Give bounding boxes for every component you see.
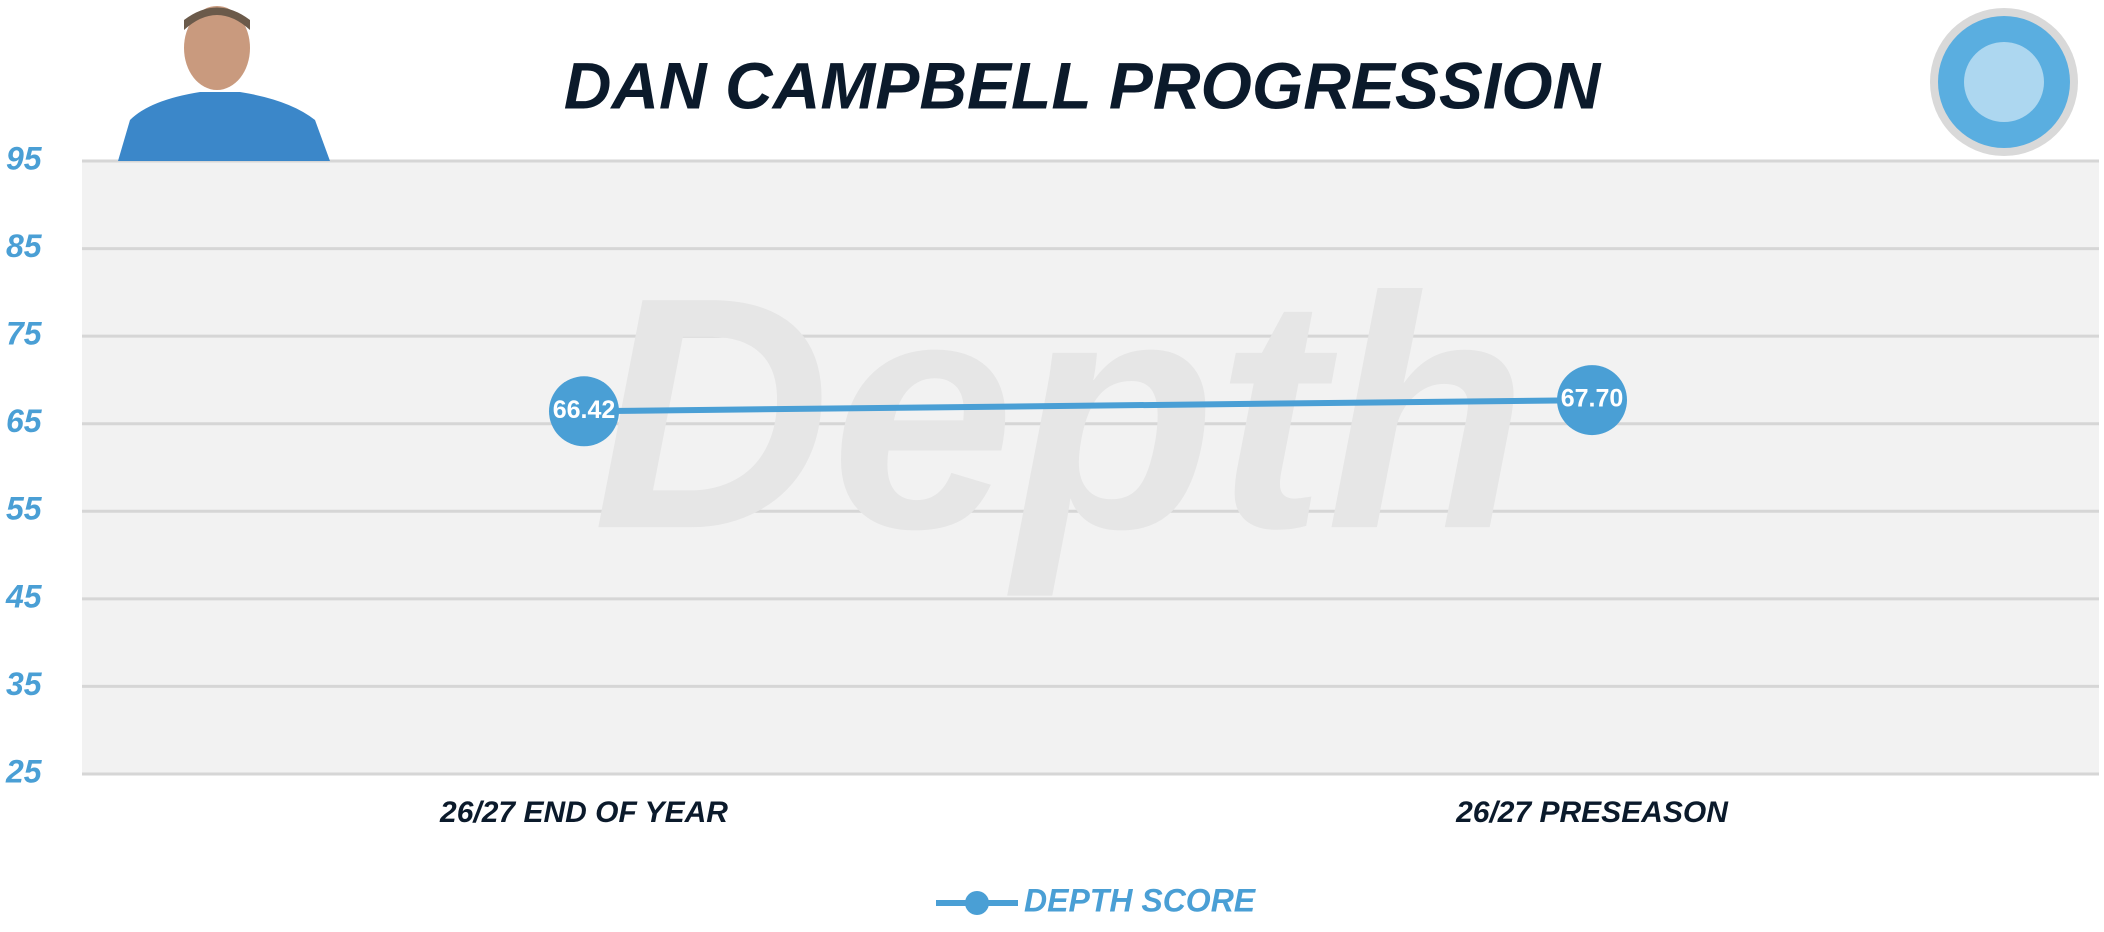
plot-area [82, 161, 2099, 774]
x-tick-label: 26/27 END OF YEAR [439, 796, 728, 829]
data-label: 67.70 [1561, 385, 1624, 413]
y-tick-label: 35 [6, 666, 43, 702]
x-tick-label: 26/27 PRESEASON [1455, 796, 1729, 829]
chart-title: DAN CAMPBELL PROGRESSION [564, 48, 1602, 122]
team-logo [1930, 8, 2078, 156]
data-point [549, 376, 619, 447]
legend-marker [965, 891, 989, 915]
y-tick-label: 75 [6, 316, 43, 352]
data-label: 66.42 [553, 396, 616, 424]
y-tick-label: 55 [6, 491, 43, 527]
y-tick-label: 95 [6, 140, 43, 176]
coach-photo [118, 6, 330, 161]
y-tick-label: 25 [5, 753, 43, 789]
legend-label: DEPTH SCORE [1024, 882, 1257, 918]
watermark: Depth [593, 228, 1528, 599]
y-tick-label: 85 [6, 228, 43, 264]
data-point [1557, 365, 1627, 436]
grid [82, 159, 2099, 776]
y-tick-label: 65 [6, 403, 43, 439]
series-line [583, 397, 1593, 415]
y-tick-label: 45 [5, 578, 43, 614]
